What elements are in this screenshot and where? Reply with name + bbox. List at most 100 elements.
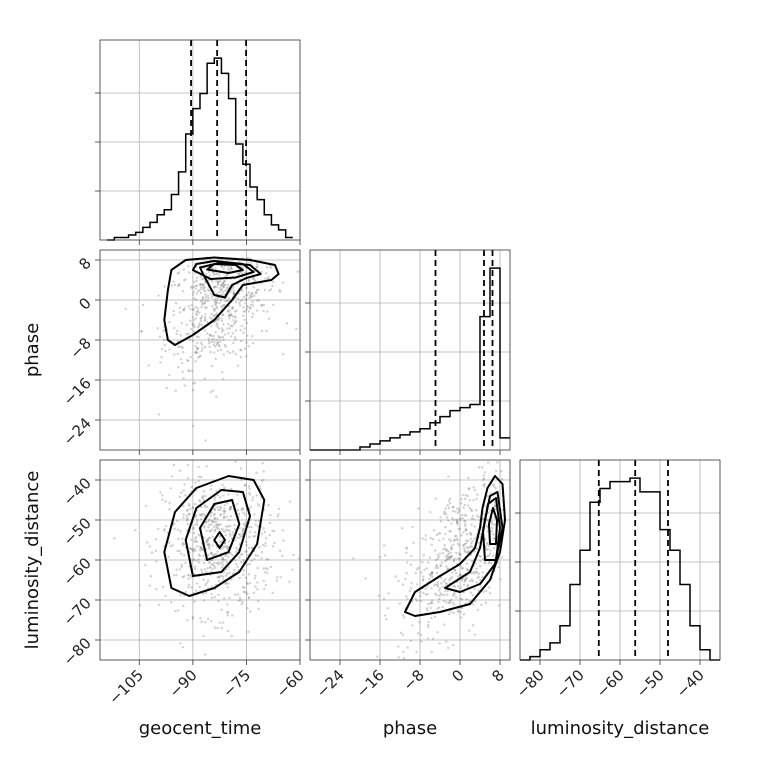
sample-point bbox=[454, 596, 458, 599]
sample-point bbox=[436, 585, 439, 588]
sample-point bbox=[242, 522, 245, 526]
sample-point bbox=[249, 293, 252, 297]
sample-point bbox=[187, 264, 190, 268]
sample-point bbox=[438, 606, 441, 609]
sample-point bbox=[472, 517, 476, 521]
sample-point bbox=[239, 534, 243, 538]
sample-point bbox=[452, 505, 455, 509]
sample-point bbox=[456, 542, 460, 546]
sample-point bbox=[441, 605, 444, 609]
sample-point bbox=[476, 608, 480, 612]
sample-point bbox=[169, 544, 172, 548]
sample-point bbox=[215, 305, 218, 308]
sample-point bbox=[190, 304, 193, 307]
sample-point bbox=[226, 586, 229, 589]
sample-point bbox=[243, 318, 246, 322]
sample-point bbox=[208, 345, 211, 348]
sample-point bbox=[434, 497, 437, 500]
sample-point bbox=[212, 273, 216, 276]
sample-point bbox=[229, 266, 233, 270]
sample-point bbox=[457, 610, 460, 613]
sample-point bbox=[159, 361, 162, 364]
sample-point bbox=[453, 539, 456, 542]
sample-point bbox=[185, 333, 188, 336]
sample-point bbox=[417, 566, 420, 570]
sample-point bbox=[452, 585, 455, 588]
sample-point bbox=[271, 284, 274, 288]
x-tick-label: −16 bbox=[353, 666, 388, 701]
sample-point bbox=[170, 601, 173, 604]
sample-point bbox=[462, 543, 465, 547]
sample-point bbox=[224, 574, 228, 578]
sample-point bbox=[195, 520, 199, 524]
sample-point bbox=[421, 578, 425, 581]
sample-point bbox=[216, 341, 220, 344]
sample-point bbox=[469, 532, 472, 535]
sample-point bbox=[223, 530, 226, 533]
sample-point bbox=[194, 360, 197, 363]
sample-point bbox=[425, 607, 429, 610]
sample-point bbox=[376, 655, 379, 658]
sample-point bbox=[281, 529, 285, 532]
sample-point bbox=[377, 594, 380, 597]
sample-point bbox=[436, 607, 439, 610]
sample-point bbox=[250, 295, 253, 298]
sample-point bbox=[169, 487, 172, 490]
x-axis-label-phase: phase bbox=[383, 718, 437, 739]
sample-point bbox=[199, 319, 203, 323]
sample-point bbox=[464, 514, 468, 517]
sample-point bbox=[193, 540, 196, 543]
sample-point bbox=[247, 345, 250, 348]
sample-point bbox=[179, 593, 182, 597]
sample-point bbox=[192, 324, 195, 327]
sample-point bbox=[223, 486, 226, 489]
sample-point bbox=[221, 305, 224, 308]
sample-point bbox=[244, 521, 248, 524]
sample-point bbox=[482, 590, 485, 593]
sample-point bbox=[232, 319, 235, 322]
sample-point bbox=[200, 568, 203, 572]
sample-point bbox=[486, 461, 490, 464]
sample-point bbox=[224, 510, 227, 513]
sample-point bbox=[220, 264, 223, 268]
sample-point bbox=[216, 550, 219, 553]
sample-point bbox=[408, 589, 412, 593]
sample-point bbox=[213, 320, 216, 324]
sample-point bbox=[271, 529, 274, 532]
sample-point bbox=[167, 555, 170, 559]
sample-point bbox=[213, 300, 216, 303]
sample-point bbox=[207, 337, 210, 340]
sample-point bbox=[221, 282, 225, 285]
sample-point bbox=[420, 571, 423, 574]
sample-point bbox=[501, 556, 504, 559]
sample-point bbox=[435, 564, 438, 567]
sample-point bbox=[494, 507, 497, 511]
sample-point bbox=[460, 513, 464, 517]
sample-point bbox=[213, 498, 216, 501]
sample-point bbox=[247, 291, 251, 294]
sample-point bbox=[176, 272, 180, 275]
sample-point bbox=[231, 332, 235, 335]
sample-point bbox=[203, 568, 206, 571]
sample-point bbox=[267, 275, 270, 279]
sample-point bbox=[232, 292, 236, 295]
sample-point bbox=[462, 547, 466, 550]
sample-point bbox=[177, 537, 180, 541]
sample-point bbox=[415, 651, 418, 654]
sample-point bbox=[452, 559, 456, 562]
sample-point bbox=[215, 292, 219, 295]
sample-point bbox=[438, 594, 441, 598]
sample-point bbox=[458, 527, 462, 530]
sample-point bbox=[210, 340, 213, 344]
sample-point bbox=[197, 356, 200, 359]
sample-point bbox=[221, 547, 224, 550]
sample-point bbox=[179, 358, 183, 361]
sample-point bbox=[437, 600, 440, 604]
sample-point bbox=[242, 569, 246, 572]
sample-point bbox=[245, 581, 249, 584]
sample-point bbox=[193, 280, 196, 284]
sample-point bbox=[198, 554, 202, 558]
sample-point bbox=[250, 559, 253, 563]
sample-point bbox=[454, 571, 458, 575]
sample-point bbox=[262, 309, 265, 313]
